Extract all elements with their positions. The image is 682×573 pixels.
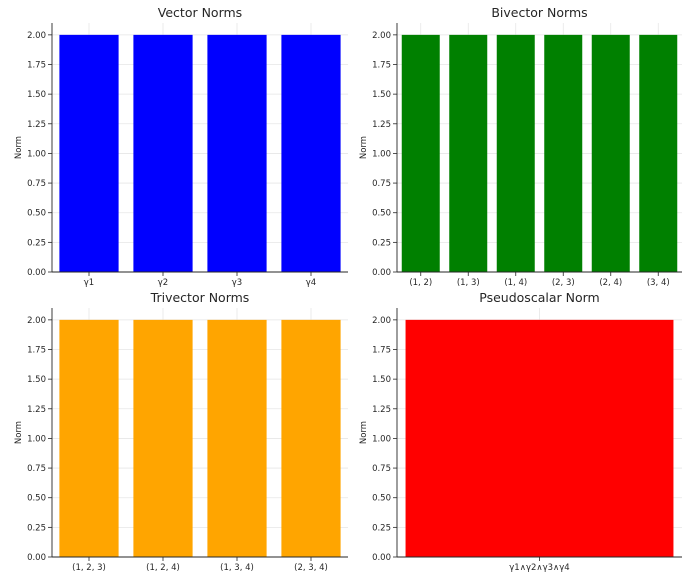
y-tick-label: 1.50 [372,90,391,100]
bar [401,34,440,272]
y-tick-label: 0.75 [372,464,391,474]
bar [591,34,630,272]
y-tick-label: 0.00 [27,553,46,563]
vector-norms-panel: Vector Norms 0.00 0.25 0.50 0.75 1.00 1.25 1.50… [14,5,348,288]
y-tick-label: 0.25 [372,238,391,248]
bar [281,319,341,557]
x-tick-label: (2, 4) [599,278,622,288]
y-tick-label: 1.00 [372,434,391,444]
bar [59,319,119,557]
y-tick-label: 0.00 [372,553,391,563]
bar [133,319,193,557]
x-tick-label: (3, 4) [647,278,670,288]
x-tick-label: γ1∧γ2∧γ3∧γ4 [509,563,569,573]
y-tick-label: 0.25 [27,238,46,248]
y-tick-label: 0.25 [372,523,391,533]
y-tick-label: 0.00 [372,268,391,278]
chart-title: Trivector Norms [150,290,250,305]
y-tick-label: 1.50 [27,90,46,100]
y-axis-label: Norm [359,136,369,159]
bar [207,319,267,557]
x-tick-label: (1, 2) [409,278,432,288]
chart-title: Pseudoscalar Norm [479,290,599,305]
y-tick-label: 0.75 [27,464,46,474]
y-tick-label: 1.25 [372,405,391,415]
y-tick-label: 1.00 [27,434,46,444]
x-tick-label: γ3 [232,278,242,288]
y-tick-label: 0.75 [27,179,46,189]
x-tick-label: γ4 [306,278,316,288]
bar [281,34,341,272]
y-tick-label: 0.75 [372,179,391,189]
trivector-norms-panel: Trivector Norms 0.00 0.25 0.50 0.75 1.00 1.25 1… [14,290,348,573]
bar [544,34,583,272]
y-tick-label: 1.25 [27,120,46,130]
x-tick-label: (1, 2, 3) [72,563,106,573]
bar [496,34,535,272]
x-tick-label: (1, 2, 4) [146,563,180,573]
bar [639,34,678,272]
y-tick-label: 0.50 [372,209,391,219]
y-axis-label: Norm [359,421,369,444]
bar [207,34,267,272]
x-tick-label: (1, 3, 4) [220,563,254,573]
y-tick-label: 0.50 [27,494,46,504]
y-tick-label: 2.00 [27,316,46,326]
chart-title: Bivector Norms [491,5,587,20]
y-tick-label: 1.50 [27,375,46,385]
bar [133,34,193,272]
y-tick-label: 1.00 [27,149,46,159]
bar [59,34,119,272]
y-tick-label: 0.00 [27,268,46,278]
y-tick-label: 1.75 [372,346,391,356]
y-tick-label: 1.75 [27,346,46,356]
x-tick-label: γ2 [158,278,168,288]
y-tick-label: 0.25 [27,523,46,533]
x-tick-label: (1, 3) [457,278,480,288]
y-tick-label: 1.75 [27,61,46,71]
y-tick-label: 2.00 [372,316,391,326]
y-tick-label: 1.25 [372,120,391,130]
y-tick-label: 1.50 [372,375,391,385]
x-tick-label: (1, 4) [504,278,527,288]
y-tick-label: 0.50 [27,209,46,219]
y-tick-label: 1.00 [372,149,391,159]
x-tick-label: (2, 3) [552,278,575,288]
bar [449,34,488,272]
x-tick-label: γ1 [84,278,94,288]
y-axis-label: Norm [14,421,24,444]
y-tick-label: 0.50 [372,494,391,504]
x-tick-label: (2, 3, 4) [294,563,328,573]
y-tick-label: 2.00 [372,31,391,41]
y-axis-label: Norm [14,136,24,159]
y-tick-label: 1.75 [372,61,391,71]
y-tick-label: 1.25 [27,405,46,415]
y-tick-label: 2.00 [27,31,46,41]
chart-title: Vector Norms [158,5,242,20]
bivector-norms-panel: Bivector Norms 0.00 0.25 0.50 0.75 1.00 1.25 1.… [359,5,682,288]
bar [405,319,674,557]
pseudoscalar-norm-panel: Pseudoscalar Norm 0.00 0.25 0.50 0.75 1.00 1.2… [359,290,682,573]
